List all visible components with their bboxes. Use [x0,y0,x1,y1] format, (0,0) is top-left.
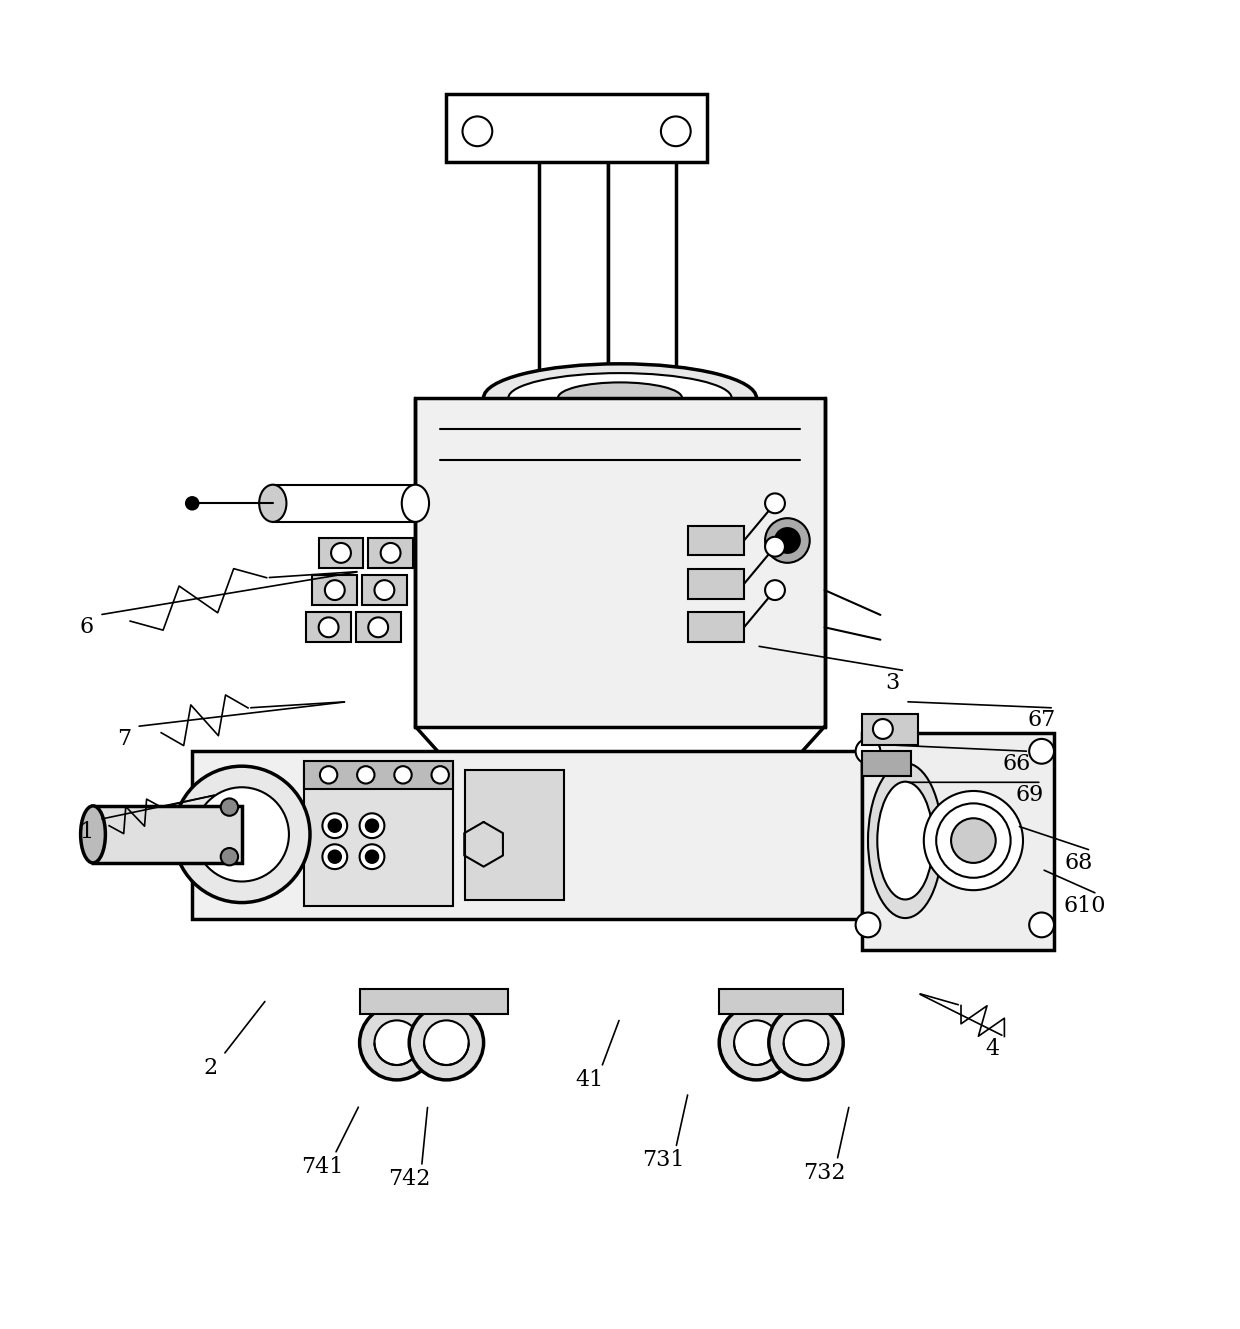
Ellipse shape [558,383,682,413]
Bar [719,989,843,1014]
Ellipse shape [508,373,732,423]
Circle shape [856,913,880,937]
Text: 741: 741 [301,1156,343,1177]
Text: 66: 66 [1003,752,1030,775]
Circle shape [784,1021,828,1065]
Bar [368,538,413,567]
Circle shape [719,1006,794,1080]
Ellipse shape [868,763,942,918]
Bar [688,526,744,556]
Bar [862,732,1054,950]
Circle shape [1029,739,1054,764]
Bar [192,751,862,918]
Text: 732: 732 [804,1162,846,1184]
Circle shape [661,117,691,146]
Bar [319,538,363,567]
Circle shape [368,618,388,637]
Bar [484,783,756,825]
Bar [862,714,918,746]
Bar [465,769,564,900]
Circle shape [381,544,401,562]
Circle shape [856,739,880,764]
Text: 742: 742 [388,1168,430,1189]
Circle shape [322,813,347,839]
Bar [360,989,508,1014]
Circle shape [366,851,378,863]
Bar [312,575,357,605]
Circle shape [319,618,339,637]
Circle shape [360,1006,434,1080]
Text: 1: 1 [79,821,94,843]
Bar [304,764,453,906]
Text: 610: 610 [1064,896,1106,917]
Circle shape [409,1006,484,1080]
Text: 731: 731 [642,1150,684,1171]
Bar [356,613,401,642]
Text: 67: 67 [1028,710,1055,731]
Circle shape [374,1021,419,1065]
Circle shape [331,544,351,562]
Bar [273,485,415,522]
Circle shape [769,1006,843,1080]
Circle shape [360,813,384,839]
Text: 7: 7 [117,728,131,750]
Ellipse shape [878,781,932,900]
Circle shape [374,581,394,599]
Circle shape [765,493,785,513]
Circle shape [873,719,893,739]
Circle shape [775,528,800,553]
Text: 69: 69 [1016,784,1043,805]
Circle shape [924,791,1023,890]
Circle shape [357,767,374,784]
Circle shape [195,787,289,881]
Circle shape [360,844,384,869]
Circle shape [463,117,492,146]
Circle shape [325,581,345,599]
Circle shape [322,844,347,869]
Circle shape [936,803,1011,877]
Circle shape [432,767,449,784]
Bar [688,569,744,599]
Ellipse shape [259,485,286,522]
Circle shape [320,767,337,784]
Circle shape [329,820,341,832]
Bar [362,575,407,605]
Bar [93,805,242,863]
Text: 2: 2 [203,1057,218,1079]
Circle shape [394,767,412,784]
Bar [862,751,911,776]
Text: 3: 3 [885,672,900,694]
Bar [446,94,707,162]
Circle shape [221,848,238,865]
Ellipse shape [484,364,756,432]
Bar [608,132,676,392]
Circle shape [765,581,785,599]
Circle shape [366,820,378,832]
Circle shape [1029,913,1054,937]
Circle shape [951,819,996,863]
Circle shape [221,799,238,816]
Text: 41: 41 [575,1069,603,1091]
Bar [304,762,453,788]
Bar [415,397,825,727]
Text: 6: 6 [79,617,94,638]
Bar [688,613,744,642]
Bar [539,132,608,392]
Circle shape [329,851,341,863]
Text: 4: 4 [985,1038,999,1061]
Circle shape [734,1021,779,1065]
Bar [306,613,351,642]
Circle shape [424,1021,469,1065]
Circle shape [765,537,785,557]
Circle shape [174,767,310,902]
Ellipse shape [402,485,429,522]
Circle shape [765,518,810,562]
Text: 68: 68 [1065,852,1092,874]
Circle shape [186,497,198,509]
Ellipse shape [81,805,105,863]
